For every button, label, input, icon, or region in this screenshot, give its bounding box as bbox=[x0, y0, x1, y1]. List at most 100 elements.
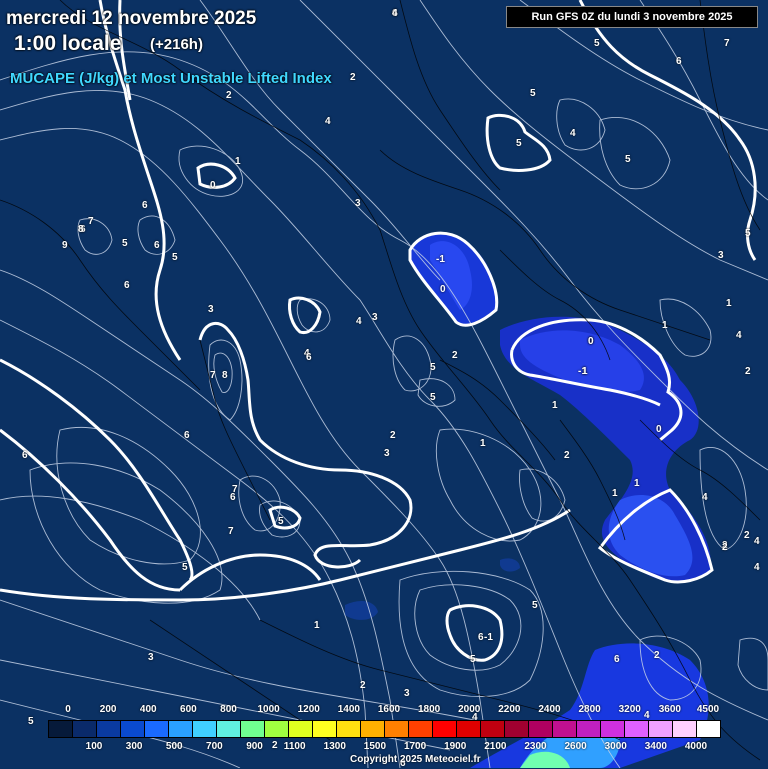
legend-swatch bbox=[552, 720, 577, 738]
forecast-offset: (+216h) bbox=[150, 36, 203, 53]
contour-label: 7 bbox=[88, 216, 94, 227]
legend-swatch bbox=[672, 720, 697, 738]
contour-label: 4 bbox=[472, 712, 478, 723]
contour-label: 2 bbox=[452, 350, 458, 361]
contour-label: 5 bbox=[516, 138, 522, 149]
contour-label: 9 bbox=[62, 240, 68, 251]
contour-label: 8 bbox=[78, 224, 84, 235]
contour-label: -1 bbox=[484, 632, 493, 643]
contour-label: 4 bbox=[736, 330, 742, 341]
contour-label: 7 bbox=[724, 38, 730, 49]
contour-label: 7 bbox=[228, 526, 234, 537]
contour-label: 0 bbox=[588, 336, 594, 347]
legend-top-label: 0 bbox=[65, 704, 71, 715]
legend-swatch bbox=[120, 720, 145, 738]
contour-label: 1 bbox=[726, 298, 732, 309]
legend-top-label: 2400 bbox=[538, 704, 561, 715]
legend-bottom-label: 2600 bbox=[564, 741, 587, 752]
contour-label: 5 bbox=[278, 516, 284, 527]
contour-label: 4 bbox=[392, 8, 398, 19]
contour-label: 6 bbox=[124, 280, 130, 291]
contour-label: 5 bbox=[594, 38, 600, 49]
legend-swatch bbox=[432, 720, 457, 738]
contour-label: 5 bbox=[530, 88, 536, 99]
contour-label: 1 bbox=[480, 438, 486, 449]
legend-bottom-label: 900 bbox=[246, 741, 263, 752]
contour-label: 2 bbox=[722, 540, 728, 551]
contour-label: 3 bbox=[372, 312, 378, 323]
legend-swatch bbox=[192, 720, 217, 738]
contour-label: 6 bbox=[80, 224, 86, 235]
legend-top-label: 600 bbox=[180, 704, 197, 715]
contour-label: 6 bbox=[230, 492, 236, 503]
contour-label: 5 bbox=[625, 154, 631, 165]
contour-label: -1 bbox=[436, 254, 445, 265]
legend-swatch bbox=[600, 720, 625, 738]
contour-label: 4 bbox=[754, 536, 760, 547]
run-info: Run GFS 0Z du lundi 3 novembre 2025 bbox=[506, 6, 758, 28]
contour-label: 0 bbox=[656, 424, 662, 435]
contour-label: 5 bbox=[430, 362, 436, 373]
legend-swatch bbox=[168, 720, 193, 738]
contour-label: 6 bbox=[306, 352, 312, 363]
legend-bottom-label: 700 bbox=[206, 741, 223, 752]
contour-label: 6 bbox=[676, 56, 682, 67]
legend-swatch bbox=[48, 720, 73, 738]
contour-label: 1 bbox=[235, 156, 241, 167]
legend-swatch bbox=[528, 720, 553, 738]
contour-label: 4 bbox=[644, 710, 650, 721]
legend-swatch bbox=[288, 720, 313, 738]
contour-label: 4 bbox=[304, 348, 310, 359]
contour-label: 1 bbox=[634, 478, 640, 489]
forecast-time: 1:00 locale bbox=[14, 32, 122, 55]
legend-top-label: 2200 bbox=[498, 704, 521, 715]
legend-bottom-label: 2300 bbox=[524, 741, 547, 752]
legend-top-label: 400 bbox=[139, 704, 157, 715]
legend-top-label: 2000 bbox=[458, 704, 481, 715]
legend-top-label: 800 bbox=[220, 704, 237, 715]
contour-label: -1 bbox=[578, 366, 587, 377]
legend-top-label: 1600 bbox=[377, 704, 401, 715]
legend-bottom-label: 1500 bbox=[363, 741, 387, 752]
legend-bottom-label: 1900 bbox=[444, 741, 467, 752]
contour-label: 2 bbox=[564, 450, 570, 461]
contour-label: 0 bbox=[588, 336, 594, 347]
cape-legend: 0 200 400 600 800 1000 1200 1400 1600 1800 2000 220… bbox=[48, 700, 721, 768]
legend-swatch bbox=[384, 720, 409, 738]
contour-label: 4 bbox=[754, 562, 760, 573]
legend-top-label: 3600 bbox=[658, 704, 681, 715]
field-name: MUCAPE (J/kg) et Most Unstable Lifted In… bbox=[10, 70, 332, 87]
contour-label: 3 bbox=[718, 250, 724, 261]
legend-swatch bbox=[624, 720, 649, 738]
legend-swatch bbox=[216, 720, 241, 738]
contour-label: 3 bbox=[404, 688, 410, 699]
contour-label: 2 bbox=[226, 90, 232, 101]
legend-bottom-label: 500 bbox=[165, 741, 183, 752]
contour-label: 4 bbox=[570, 128, 576, 139]
contour-label: 6 bbox=[400, 758, 406, 769]
legend-bottom-label: 100 bbox=[85, 741, 103, 752]
contour-label: 5 bbox=[745, 228, 751, 239]
contour-label: 5 bbox=[532, 600, 538, 611]
legend-bottom-label: 1300 bbox=[323, 741, 346, 752]
legend-top-label: 200 bbox=[99, 704, 117, 715]
forecast-date: mercredi 12 novembre 2025 bbox=[6, 8, 257, 29]
contour-label: 2 bbox=[360, 680, 366, 691]
legend-bottom-label: 3400 bbox=[644, 741, 667, 752]
contour-label: 1 bbox=[314, 620, 320, 631]
legend-swatch bbox=[576, 720, 601, 738]
legend-bottom-label: 3000 bbox=[604, 741, 627, 752]
contour-label: 7 bbox=[232, 484, 238, 495]
contour-label: 1 bbox=[662, 320, 668, 331]
contour-label: 5 bbox=[470, 654, 476, 665]
legend-swatch bbox=[360, 720, 385, 738]
contour-label: 0 bbox=[440, 284, 446, 295]
contour-label: 2 bbox=[744, 530, 750, 541]
copyright: Copyright 2025 Meteociel.fr bbox=[350, 754, 481, 765]
contour-label: 8 bbox=[222, 370, 228, 381]
contour-label: 5 bbox=[172, 252, 178, 263]
contour-label: 1 bbox=[552, 400, 558, 411]
legend-swatch bbox=[696, 720, 721, 738]
